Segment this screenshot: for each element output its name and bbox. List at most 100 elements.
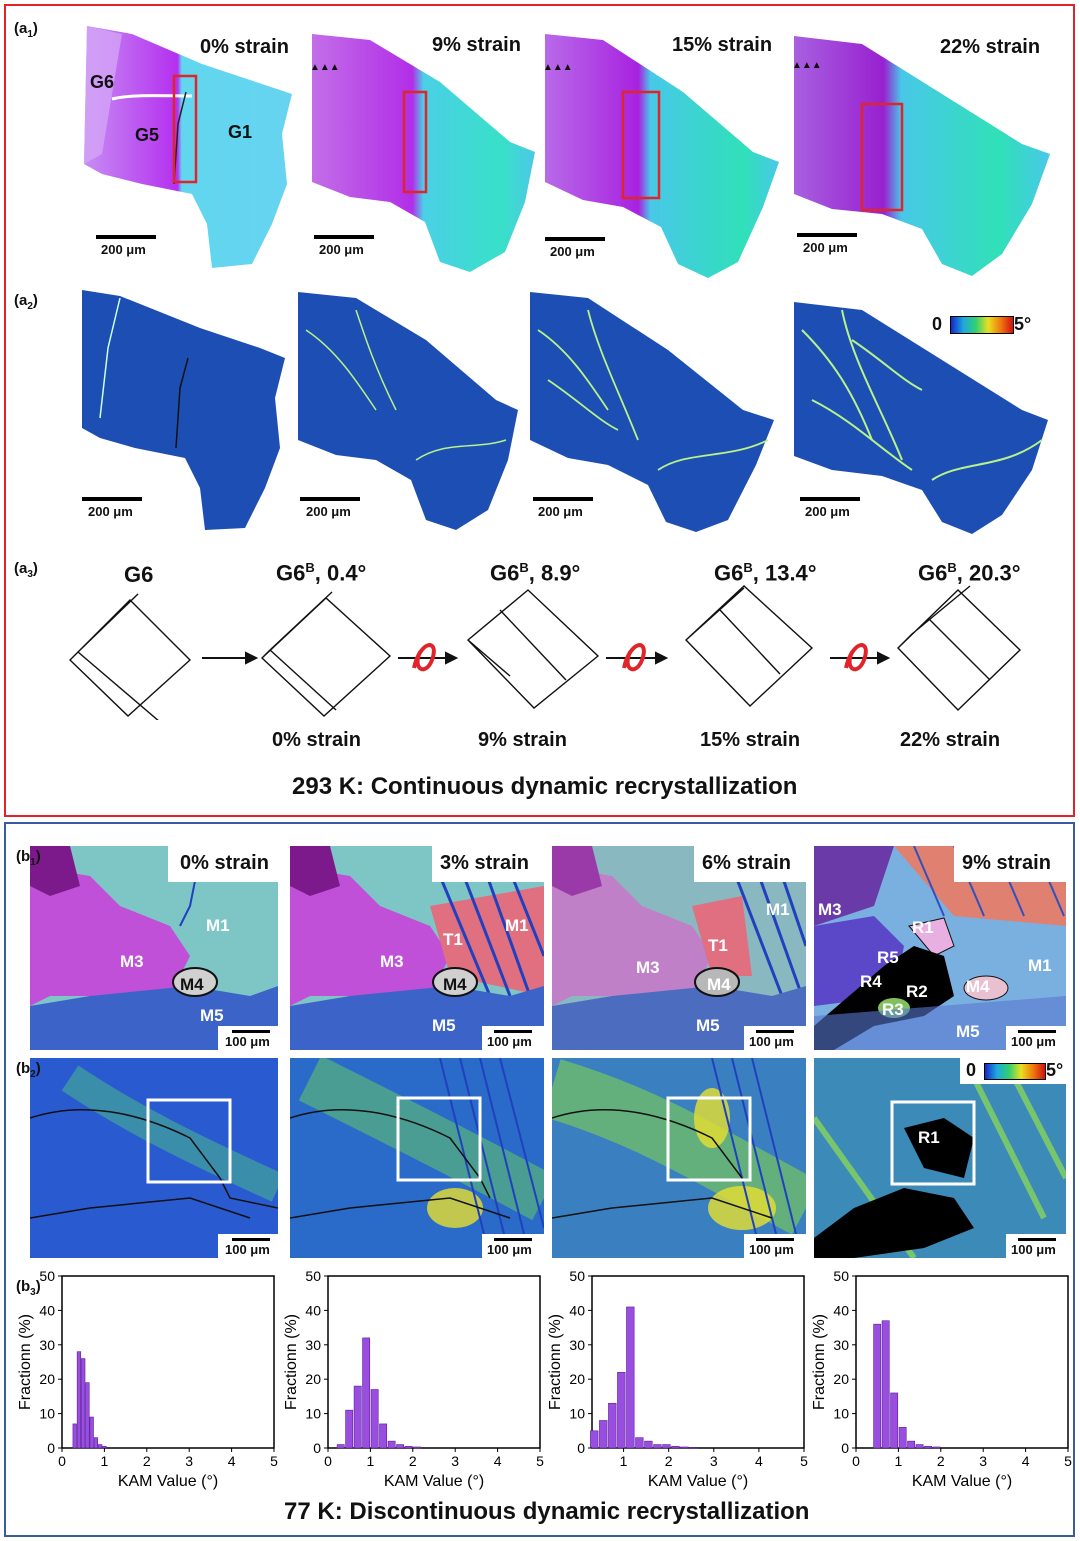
ipf-b1-6-strain [552,846,806,1050]
label-b1: (b1) [16,848,41,868]
panel-b-frame [4,822,1075,1537]
strain-label-a1-22: 22% strain [940,36,1041,58]
histogram-bar [370,1389,379,1449]
kam-histogram-0-strain: 0 10 20 30 40 50 0 1 2 3 4 5 KAM Value (°) Fractionn … [17,1268,278,1490]
histogram-bar [653,1444,662,1449]
y-tick-label: 0 [47,1440,55,1456]
scale-text: 200 μm [550,244,595,259]
scale-bar [494,1030,532,1033]
scale-bar [314,235,374,239]
grain-m3: M3 [636,958,660,977]
y-axis-label: Fractionn (%) [547,1314,564,1410]
histogram-bar [890,1392,899,1449]
kam-b2-9-strain [814,1058,1066,1258]
grain-label-g6: G6 [90,72,115,92]
y-tick-label: 30 [569,1337,585,1353]
ipf-map-9-strain: ▲▲▲ [310,32,538,278]
histogram-bar [81,1358,86,1449]
recryst-r3: R3 [882,1000,904,1019]
svg-text:▲▲▲: ▲▲▲ [543,62,573,73]
y-tick-label: 0 [841,1440,849,1456]
strain-label-a1-0: 0% strain [200,36,289,58]
scale-bar [1018,1030,1056,1033]
ipf-map-22-strain: ▲▲▲ [792,34,1052,278]
kam-r1: R1 [918,1128,940,1147]
x-axis-label: KAM Value (°) [912,1473,1012,1490]
x-axis-label: KAM Value (°) [118,1473,218,1490]
histogram-bar [345,1409,354,1449]
y-tick-label: 0 [577,1440,585,1456]
x-tick-label: 5 [1064,1453,1072,1469]
grain-label-g1: G1 [228,122,253,142]
label-b3: (b3) [16,1278,41,1298]
histogram-bar [362,1337,371,1449]
x-tick-label: 1 [620,1453,628,1469]
histogram-bar [396,1444,404,1449]
histogram-bar [353,1385,362,1449]
grain-m3: M3 [818,900,842,919]
scale-text: 200 μm [101,242,146,257]
kam-scale-max: 5° [1046,1060,1064,1080]
histogram-bar [873,1323,882,1449]
scale-text: 100 μm [1011,1242,1056,1257]
x-tick-label: 5 [800,1453,808,1469]
recryst-r5: R5 [877,948,899,967]
histogram-bar [590,1430,599,1449]
histogram-bar [689,1447,698,1449]
cube-strain-9: 9% strain [478,729,567,751]
histogram-bar [72,1423,77,1449]
twin-t1: T1 [708,936,728,955]
histogram-bar [76,1351,82,1449]
y-tick-label: 50 [833,1268,849,1284]
cube-rotation-diagram [69,585,1022,720]
scale-bar [232,1030,270,1033]
scale-bar [300,497,360,501]
histogram-bar [626,1306,635,1449]
kam-colorbar [984,1063,1046,1080]
svg-text:▲▲▲: ▲▲▲ [792,60,822,71]
cube-strain-22: 22% strain [900,729,1001,751]
y-tick-label: 20 [305,1371,321,1387]
scale-bar [756,1238,794,1241]
y-tick-label: 20 [39,1371,55,1387]
panel-a-frame [4,4,1075,817]
scale-text: 100 μm [487,1242,532,1257]
scale-text: 200 μm [538,504,583,519]
grain-m1: M1 [766,900,790,919]
cube-strain-0: 0% strain [272,729,361,751]
y-axis-label: Fractionn (%) [17,1314,34,1410]
kam-map-0-strain [80,288,290,532]
recryst-r4: R4 [860,972,882,991]
kam-histogram-3-strain: 0 10 20 30 40 50 0 1 2 3 4 5 KAM Value (°) Fractionn … [283,1268,544,1490]
scale-text: 200 μm [306,504,351,519]
scale-bar [533,497,593,501]
kam-histogram-9-strain: 0 10 20 30 40 50 0 1 2 3 4 5 KAM Value (°) Fractionn … [811,1268,1072,1490]
y-axis-label: Fractionn (%) [283,1314,300,1410]
x-tick-label: 0 [324,1453,332,1469]
grain-m4: M4 [443,975,467,994]
scale-bar [797,233,857,237]
kam-scale-min: 0 [966,1060,977,1080]
histogram-bar [608,1402,617,1449]
y-tick-label: 10 [39,1406,55,1422]
x-tick-label: 3 [979,1453,987,1469]
twin-t1: T1 [443,930,463,949]
histogram-bar [98,1444,103,1449]
svg-text:▲▲▲: ▲▲▲ [310,62,340,73]
x-tick-label: 3 [710,1453,718,1469]
scale-bar [232,1238,270,1241]
kam-scale-max: 5° [1014,314,1032,334]
histogram-bar [907,1440,916,1449]
scale-text: 100 μm [749,1034,794,1049]
y-tick-label: 0 [313,1440,321,1456]
y-tick-label: 50 [39,1268,55,1284]
strain-label-b1-0: 0% strain [180,852,269,874]
cube-heading-3: G6B, 13.4° [714,560,817,586]
kam-b2-3-strain [290,1058,544,1258]
x-tick-label: 5 [270,1453,278,1469]
grain-m3: M3 [380,952,404,971]
x-tick-label: 2 [409,1453,417,1469]
histogram-bar [387,1440,396,1449]
y-tick-label: 40 [569,1302,585,1318]
histogram-bar [404,1445,413,1449]
